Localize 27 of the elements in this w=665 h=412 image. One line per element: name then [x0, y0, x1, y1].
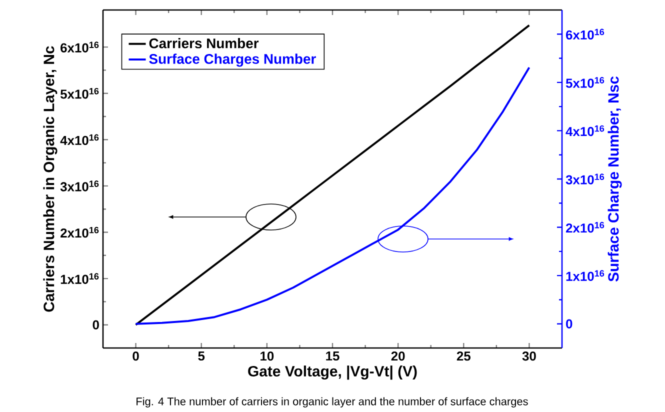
y-tick-label: 0	[92, 320, 99, 330]
x-axis-title: Gate Voltage, |Vg-Vt| (V)	[248, 366, 417, 380]
y2-tick-label: 1x10$^{16}$	[566, 270, 604, 281]
y2-tick-label: 3x10$^{16}$	[566, 174, 604, 184]
legend-label: Surface Charges Number	[149, 54, 316, 67]
y2-tick-label: 4x10$^{16}$	[566, 125, 604, 136]
y-tick-label: 6x10$^{16}$	[60, 42, 99, 52]
y2-tick-label: 6x10$^{16}$	[566, 28, 604, 40]
y2-tick-label: 0	[566, 319, 572, 328]
x-tick-label: 15	[326, 352, 340, 361]
y-tick-label: 1x10$^{16}$	[60, 273, 99, 284]
x-tick-label: 10	[260, 352, 274, 361]
caption: Fig. 4 The number of carriers in organic layer and the number of surface charges	[136, 397, 528, 408]
y2-tick-label: 2x10$^{16}$	[566, 222, 604, 233]
y-axis-title: Carriers Number in Organic Layer, Nc	[43, 46, 58, 312]
y2-tick-label: 5x10$^{16}$	[566, 77, 604, 88]
y-tick-label: 5x10$^{16}$	[60, 88, 99, 99]
x-tick-label: 30	[522, 352, 536, 361]
y2-axis-title: Surface Charge Number, Nsc	[608, 76, 622, 282]
x-tick-label: 25	[456, 352, 470, 361]
legend-label: Carriers Number	[149, 38, 259, 48]
y-tick-label: 2x10$^{16}$	[60, 226, 99, 238]
y-tick-label: 4x10$^{16}$	[60, 134, 99, 146]
x-tick-label: 5	[198, 352, 205, 361]
x-tick-label: 20	[391, 352, 405, 361]
y-tick-label: 3x10$^{16}$	[60, 180, 99, 192]
x-tick-label: 0	[132, 352, 139, 361]
